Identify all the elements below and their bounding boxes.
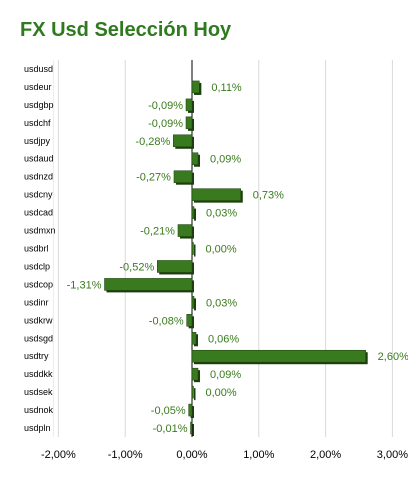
data-label: -0,09% <box>148 100 183 112</box>
x-tick-label: 1,00% <box>243 449 274 461</box>
bar-group <box>191 206 197 221</box>
bar-group <box>185 98 194 113</box>
chart-title: FX Usd Selección Hoy <box>20 19 232 41</box>
category-label: usdbrl <box>24 244 49 254</box>
data-label: 0,03% <box>206 208 237 220</box>
bar-group <box>190 421 194 437</box>
data-label: -0,01% <box>153 423 188 435</box>
bar-group <box>191 332 199 347</box>
bar <box>190 421 193 435</box>
category-label: usdsek <box>24 387 53 397</box>
data-label: 2,60% <box>378 351 408 363</box>
bar-group <box>185 116 194 131</box>
bar-group <box>188 403 194 419</box>
bar <box>191 385 194 399</box>
category-label: usdnok <box>24 405 54 415</box>
category-label: usdjpy <box>24 136 51 146</box>
bar <box>188 403 193 417</box>
bar-group <box>104 278 194 293</box>
bar <box>177 224 193 237</box>
bar <box>186 314 193 327</box>
bar <box>191 367 199 381</box>
data-label: -0,08% <box>149 315 184 327</box>
bar-group <box>191 385 196 401</box>
data-label: 0,73% <box>253 190 284 202</box>
bar-group <box>191 367 201 383</box>
data-label: -1,31% <box>67 279 102 291</box>
bar-group <box>191 296 197 311</box>
category-label: usdaud <box>24 154 54 164</box>
category-label: usdgbp <box>24 100 54 110</box>
bar-group <box>177 224 194 239</box>
bar <box>185 116 193 130</box>
data-label: 0,03% <box>206 297 237 309</box>
x-tick-label: -2,00% <box>41 449 76 461</box>
category-label: usdinr <box>24 297 49 307</box>
bar <box>173 134 193 148</box>
bar-group <box>191 188 243 203</box>
bar <box>191 206 195 219</box>
bar-shadow <box>194 244 196 257</box>
bar-shadow <box>190 406 194 419</box>
category-label: usdpln <box>24 423 51 433</box>
data-label: -0,21% <box>140 226 175 238</box>
category-label: usdusd <box>24 64 53 74</box>
bar <box>157 260 193 273</box>
bar-group <box>157 260 194 275</box>
x-tick-label: 2,00% <box>310 449 341 461</box>
category-label: usdsgd <box>24 333 53 343</box>
data-label: -0,28% <box>135 136 170 148</box>
data-label: 0,00% <box>206 387 237 399</box>
bar-shadow <box>194 388 196 401</box>
x-tick-label: 3,00% <box>377 449 408 461</box>
bar-group <box>191 152 201 167</box>
bar-group <box>186 314 194 329</box>
bar-group <box>191 80 202 95</box>
data-label: -0,05% <box>151 405 186 417</box>
bar <box>191 349 366 363</box>
category-label: usddkk <box>24 369 53 379</box>
data-label: -0,09% <box>148 118 183 130</box>
category-label: usdclp <box>24 261 50 271</box>
data-label: -0,27% <box>136 172 171 184</box>
bar-shadow <box>192 424 194 437</box>
category-label: usdnzd <box>24 172 53 182</box>
bar-shadow <box>194 298 197 311</box>
bar-group <box>173 170 194 185</box>
category-label: usdtry <box>24 351 49 361</box>
data-label: 0,11% <box>211 82 242 94</box>
bar-shadow <box>194 208 197 221</box>
bar <box>191 152 199 165</box>
x-tick-label: -1,00% <box>108 449 143 461</box>
category-label: usdkrw <box>24 315 53 325</box>
category-label: usdchf <box>24 118 51 128</box>
data-label: -0,52% <box>119 261 154 273</box>
data-label: 0,06% <box>208 333 239 345</box>
bar <box>191 80 200 94</box>
data-label: 0,00% <box>206 244 237 256</box>
category-label: usdmxn <box>24 226 56 236</box>
category-label: usdcny <box>24 190 53 200</box>
bar-group <box>173 134 194 149</box>
bar <box>191 242 194 255</box>
category-label: usdcad <box>24 208 53 218</box>
data-label: 0,09% <box>210 369 241 381</box>
bar-group <box>191 349 368 365</box>
x-tick-label: 0,00% <box>176 449 207 461</box>
bar <box>191 332 197 345</box>
bar <box>173 170 193 183</box>
bar <box>185 98 193 112</box>
bar <box>104 278 193 291</box>
bar <box>191 188 242 201</box>
bar-group <box>191 242 196 257</box>
data-label: 0,09% <box>210 154 241 166</box>
bar <box>191 296 195 309</box>
category-label: usdcop <box>24 279 53 289</box>
category-label: usdeur <box>24 82 52 92</box>
